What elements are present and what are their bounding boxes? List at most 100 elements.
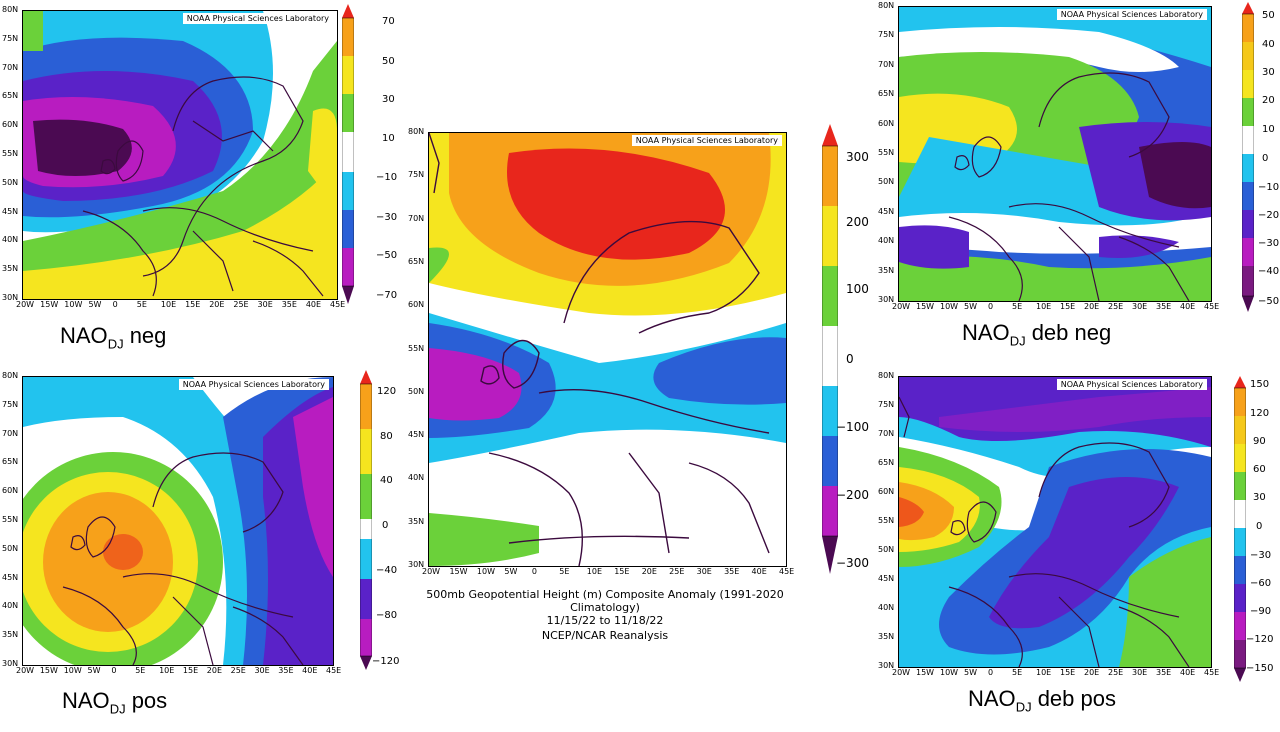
lon-tick-label: 40E	[751, 567, 767, 576]
lon-tick-label: 5E	[559, 567, 570, 576]
cbar-tick: 70	[382, 16, 395, 27]
lon-tick-label: 20E	[206, 666, 222, 675]
lon-tick-label: 5E	[136, 300, 147, 309]
lat-tick-label: 50N	[2, 543, 19, 553]
lat-tick-label: 75N	[2, 399, 19, 409]
lat-tick-label: 45N	[878, 206, 895, 216]
lon-tick-label: 15E	[1060, 302, 1076, 311]
lat-tick-label: 80N	[2, 5, 19, 14]
lon-tick-label: 10W	[940, 302, 959, 311]
lat-tick-label: 80N	[878, 371, 895, 380]
cbar-tick: 80	[380, 431, 393, 442]
lat-tick-label: 80N	[2, 371, 19, 380]
cbar-tick: −20	[1258, 210, 1280, 221]
lon-tick-label: 5E	[1012, 302, 1023, 311]
anomaly-field-nao-neg	[23, 11, 337, 299]
coastlines	[899, 396, 1190, 667]
coastlines	[429, 133, 770, 566]
lat-tick-label: 70N	[2, 62, 19, 72]
lat-tick-label: 35N	[878, 632, 895, 641]
lat-tick-label: 30N	[408, 560, 425, 569]
cbar-tick: −70	[376, 290, 398, 301]
map-center: NOAA Physical Sciences Laboratory	[428, 132, 787, 567]
cbar-tick: 150	[1250, 379, 1270, 390]
lon-tick-label: 10E	[160, 300, 177, 309]
coastlines	[62, 452, 304, 665]
lon-tick-label: 30E	[254, 666, 270, 675]
center-title: 500mb Geopotential Height (m) Composite …	[426, 588, 784, 642]
lon-tick-label: 5W	[88, 300, 102, 309]
lon-tick-label: 15E	[614, 567, 630, 576]
caption-nao-pos: NAODJ pos	[62, 688, 168, 717]
lat-tick-label: 35N	[878, 265, 895, 275]
cbar-tick: −10	[1258, 182, 1280, 193]
lon-tick-label: 0	[112, 300, 118, 309]
colorbar-nao-deb-neg	[1241, 2, 1255, 312]
cbar-tick: 50	[1262, 10, 1275, 21]
lon-tick-label: 40E	[305, 300, 322, 309]
anomaly-field-nao-deb-neg	[899, 7, 1211, 301]
credit-label: NOAA Physical Sciences Laboratory	[1056, 379, 1207, 390]
panel-nao-deb-pos: NOAA Physical Sciences Laboratory 150 12…	[870, 370, 1280, 732]
cbar-tick: −60	[1250, 578, 1272, 589]
lon-tick-label: 20E	[1084, 302, 1100, 311]
cbar-tick: −200	[836, 488, 869, 502]
lat-tick-label: 50N	[408, 386, 425, 396]
lon-tick-label: 10W	[63, 666, 82, 675]
lat-tick-label: 65N	[878, 458, 895, 467]
lat-tick-label: 60N	[408, 300, 425, 310]
lat-tick-label: 70N	[408, 213, 425, 223]
lat-tick-label: 75N	[878, 30, 895, 40]
lat-tick-label: 65N	[408, 256, 425, 266]
lon-tick-label: 45E	[1204, 302, 1220, 311]
lat-tick-label: 55N	[408, 343, 425, 353]
lat-tick-label: 65N	[2, 91, 19, 101]
lon-tick-label: 25E	[669, 567, 685, 576]
cbar-tick: 50	[382, 56, 395, 67]
lon-tick-label: 40E	[1180, 302, 1196, 311]
lon-tick-label: 15W	[39, 666, 58, 675]
cbar-tick: −90	[1250, 606, 1272, 617]
lon-tick-label: 10W	[64, 300, 83, 309]
lon-tick-label: 15E	[185, 300, 201, 309]
lon-tick-label: 20E	[641, 567, 657, 576]
caption-nao-deb-neg: NAODJ deb neg	[962, 320, 1112, 349]
cbar-tick: −120	[372, 656, 400, 667]
lon-tick-label: 45E	[1204, 668, 1220, 677]
lon-tick-label: 35E	[1156, 668, 1172, 677]
cbar-tick: −40	[376, 565, 398, 576]
anomaly-field-center	[429, 133, 786, 566]
lat-tick-label: 30N	[878, 295, 895, 304]
lat-tick-label: 55N	[2, 515, 19, 524]
panel-nao-deb-neg: NOAA Physical Sciences Laboratory 50 40 …	[870, 0, 1280, 360]
lat-tick-label: 45N	[2, 572, 19, 582]
colorbar-center	[821, 124, 839, 574]
lon-tick-label: 30E	[1132, 302, 1148, 311]
lat-tick-label: 80N	[408, 127, 425, 136]
cbar-tick: 40	[1262, 39, 1275, 50]
cbar-tick: 60	[1253, 464, 1266, 475]
lon-tick-label: 35E	[724, 567, 740, 576]
credit-label: NOAA Physical Sciences Laboratory	[1056, 9, 1207, 20]
lon-tick-label: 15W	[40, 300, 59, 309]
cbar-tick: 10	[382, 133, 395, 144]
cbar-tick: −30	[1258, 238, 1280, 249]
cbar-tick: −40	[1258, 266, 1280, 277]
cbar-tick: 30	[1262, 67, 1275, 78]
lat-tick-label: 40N	[878, 603, 895, 612]
lon-tick-label: 15E	[182, 666, 199, 675]
lon-tick-label: 10W	[476, 567, 496, 576]
cbar-tick: 0	[382, 520, 389, 531]
lat-tick-label: 60N	[878, 487, 895, 496]
lon-tick-label: 45E	[779, 567, 795, 576]
lat-tick-label: 80N	[878, 1, 895, 10]
lon-tick-label: 0	[988, 302, 994, 311]
lon-tick-label: 10E	[1036, 668, 1052, 677]
lat-tick-label: 30N	[2, 293, 19, 302]
lon-tick-label: 0	[531, 567, 537, 576]
lon-tick-label: 5W	[964, 668, 977, 677]
cbar-tick: −100	[836, 420, 869, 434]
credit-label: NOAA Physical Sciences Laboratory	[178, 379, 329, 390]
lat-tick-label: 60N	[2, 120, 19, 130]
lon-tick-label: 10E	[586, 567, 602, 576]
